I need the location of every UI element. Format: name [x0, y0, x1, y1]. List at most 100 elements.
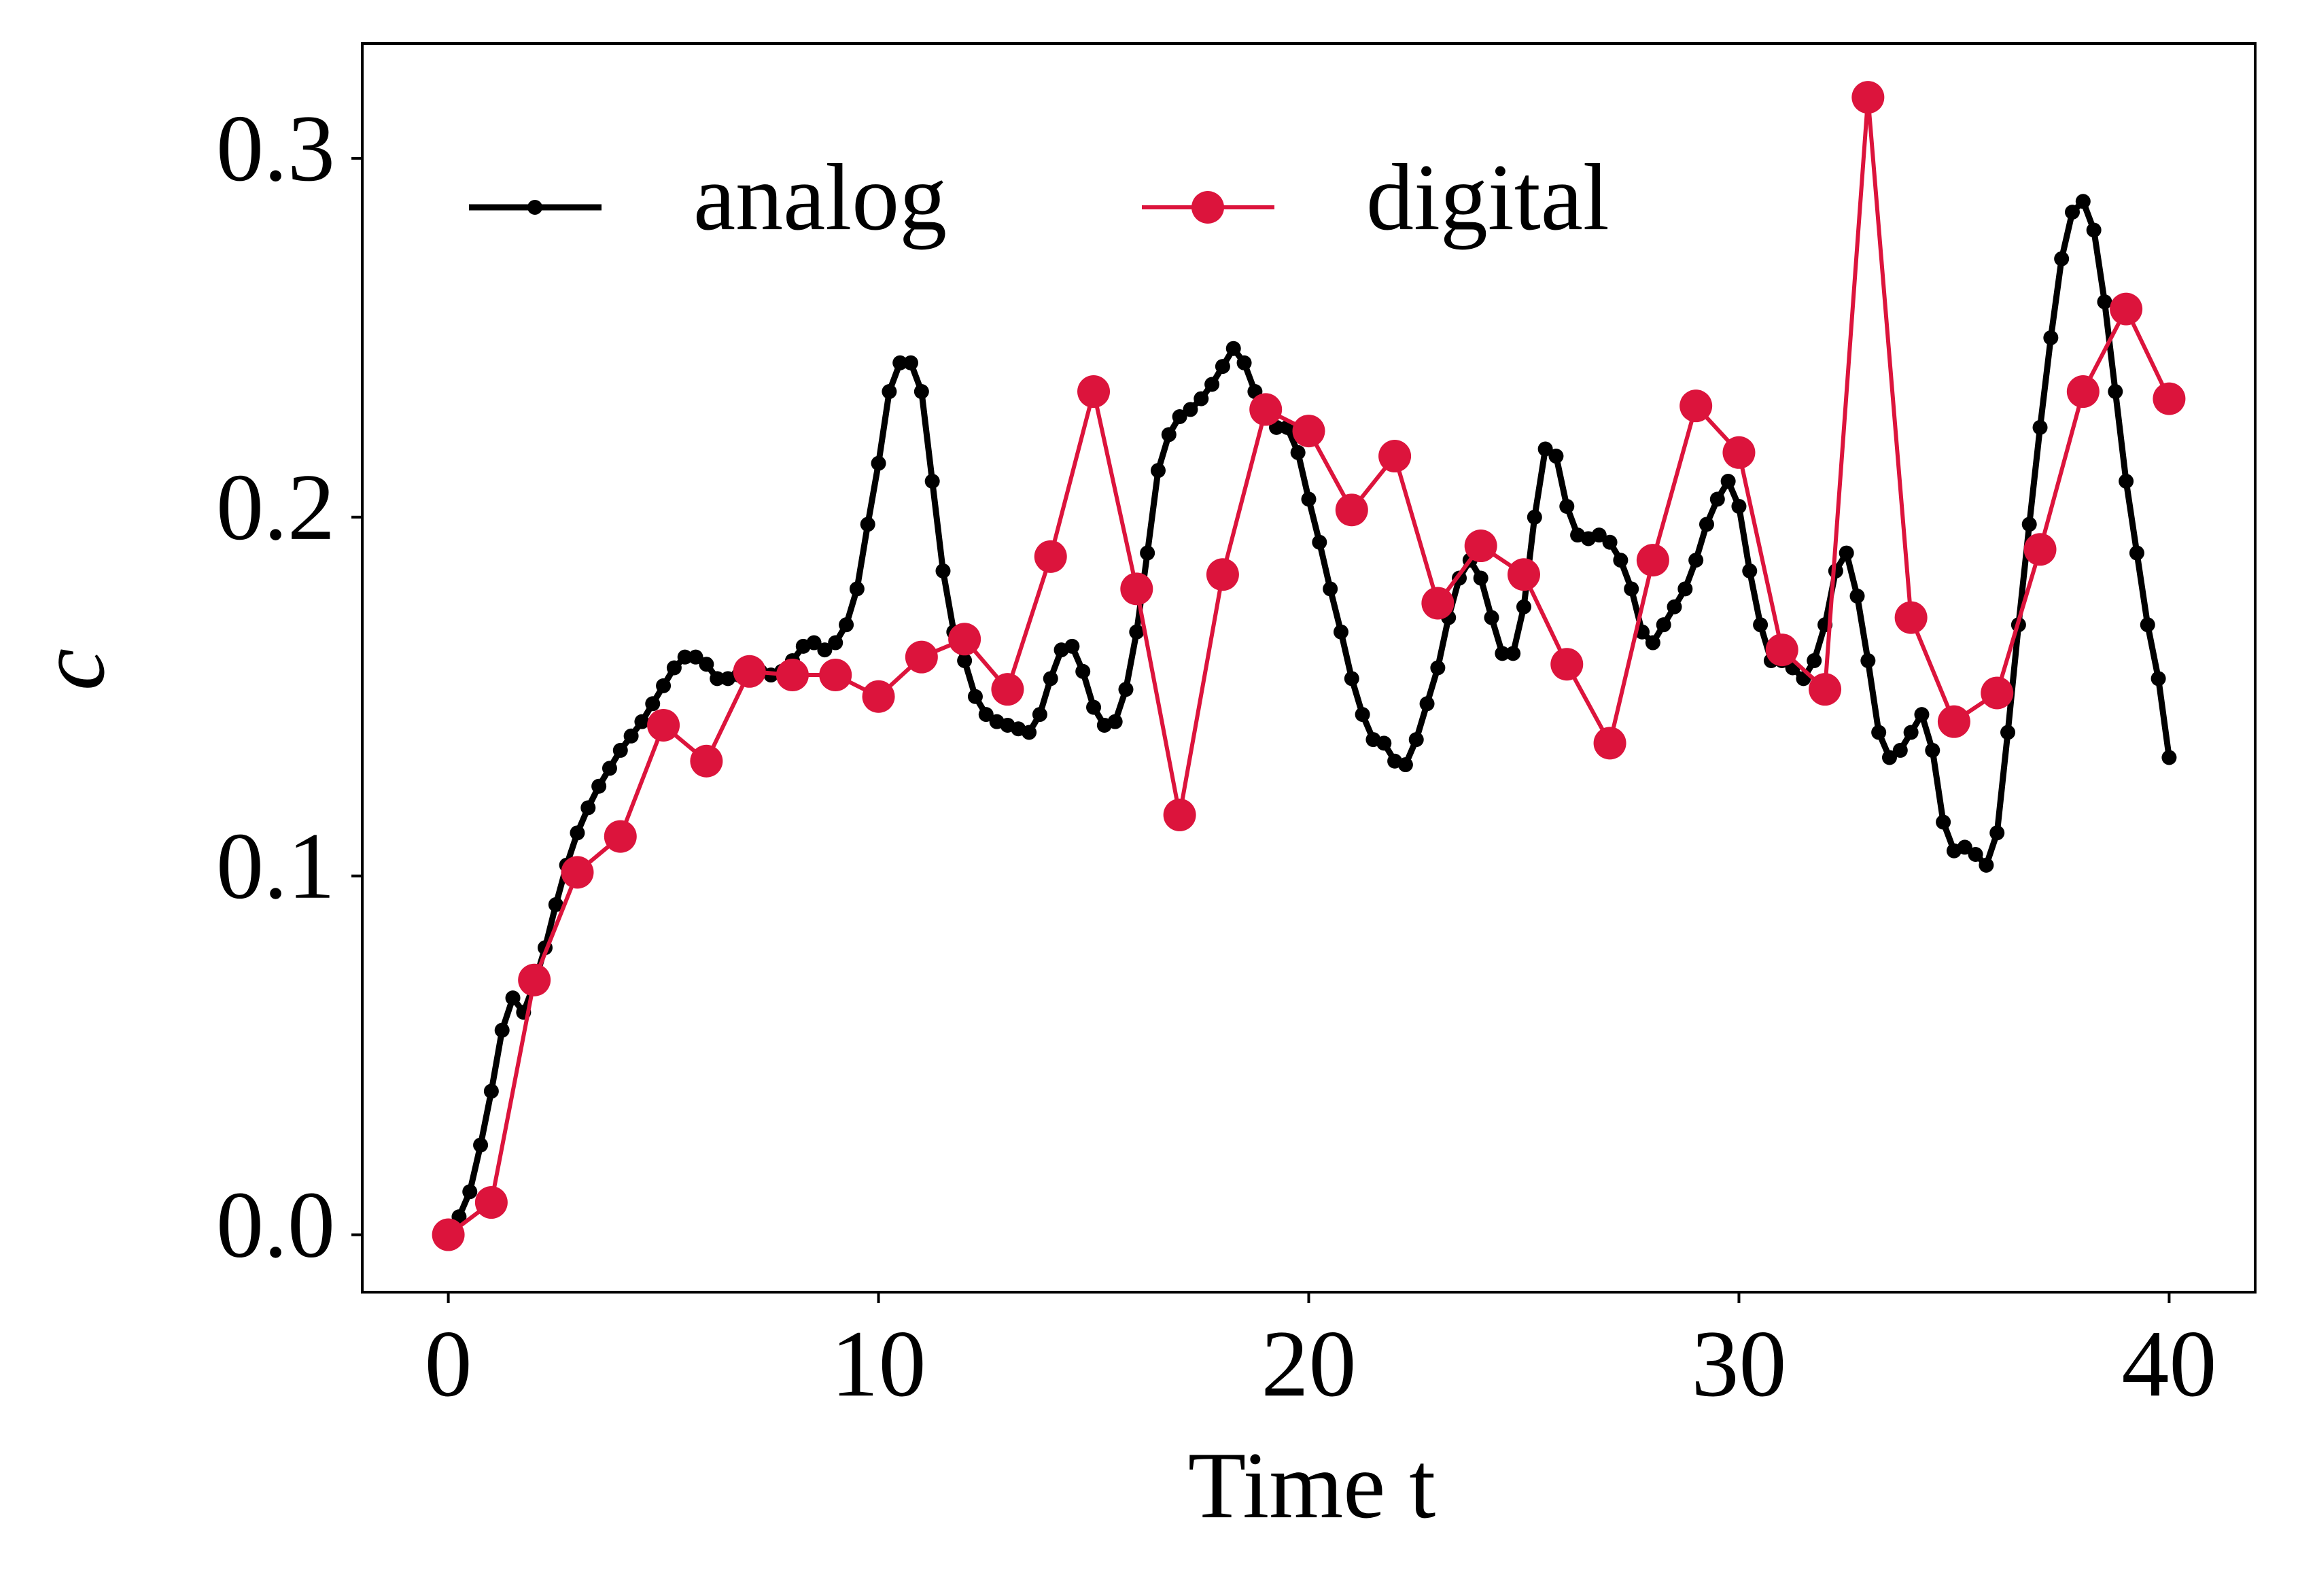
data-point: [957, 653, 973, 668]
data-point: [817, 642, 833, 658]
data-point: [690, 744, 723, 778]
data-point: [2021, 517, 2037, 532]
data-point: [1172, 409, 1187, 424]
y-tick-label: 0.1: [216, 814, 335, 919]
legend-label: digital: [1366, 145, 1609, 250]
data-point: [1507, 558, 1540, 591]
data-point: [1979, 857, 1994, 873]
data-point: [561, 856, 594, 889]
data-point: [1323, 581, 1338, 597]
data-point: [2054, 251, 2070, 266]
data-point: [1937, 705, 1970, 738]
data-point: [849, 581, 865, 597]
data-point: [1981, 676, 2014, 710]
data-point: [1075, 663, 1091, 679]
data-point: [1765, 634, 1798, 667]
data-point: [1378, 440, 1412, 473]
data-point: [935, 563, 951, 578]
data-point: [1742, 563, 1758, 578]
data-point: [1688, 553, 1704, 568]
data-point: [1430, 660, 1446, 676]
data-point: [1722, 436, 1756, 469]
data-point: [948, 623, 981, 656]
data-point: [2110, 292, 2143, 326]
data-point: [1851, 81, 1885, 114]
data-point: [1034, 540, 1067, 573]
data-point: [1613, 553, 1629, 568]
data-point: [2075, 194, 2091, 209]
data-point: [1064, 638, 1080, 654]
series-line: [445, 198, 2172, 1236]
data-point: [1120, 572, 1153, 606]
data-point: [1807, 653, 1822, 668]
data-point: [1709, 491, 1725, 507]
data-point: [1301, 491, 1317, 507]
data-point: [2161, 750, 2177, 765]
data-point: [924, 474, 940, 489]
data-point: [862, 680, 895, 713]
data-point: [806, 635, 822, 650]
data-point: [494, 1022, 510, 1038]
data-point: [1731, 498, 1747, 514]
data-point: [2066, 375, 2100, 409]
data-point: [1849, 588, 1865, 604]
y-axis-label: c: [19, 648, 124, 691]
data-point: [1107, 714, 1123, 729]
data-point: [473, 1137, 489, 1153]
data-point: [1204, 377, 1220, 392]
data-point: [1871, 725, 1887, 740]
data-point: [1163, 798, 1196, 831]
data-point: [483, 1083, 499, 1099]
data-point: [1032, 707, 1047, 723]
data-point: [2129, 545, 2144, 561]
data-point: [656, 678, 672, 693]
x-tick-label: 30: [1691, 1311, 1786, 1417]
data-point: [1225, 341, 1241, 356]
data-point: [1957, 839, 1972, 855]
data-point: [882, 384, 897, 400]
data-point: [1355, 707, 1370, 723]
data-point: [666, 660, 682, 676]
data-point: [1667, 599, 1682, 614]
data-point: [1677, 581, 1693, 597]
data-point: [1421, 587, 1455, 620]
data-point: [1925, 742, 1940, 758]
data-point: [1290, 445, 1306, 460]
x-axis-label: Time t: [1188, 1433, 1436, 1538]
data-point: [2119, 474, 2134, 489]
data-point: [978, 707, 994, 723]
plot-frame: [361, 42, 2257, 1294]
data-point: [1892, 742, 1908, 758]
data-point: [1656, 617, 1671, 633]
legend-marker: [527, 200, 542, 215]
data-point: [1495, 646, 1510, 661]
data-point: [462, 1184, 478, 1200]
data-point: [1809, 673, 1842, 706]
data-point: [1602, 534, 1618, 550]
data-point: [1720, 474, 1736, 489]
data-point: [1989, 825, 2005, 841]
y-tick-label: 0.2: [216, 455, 335, 560]
data-point: [1881, 750, 1897, 765]
data-point: [1679, 389, 1713, 423]
data-point: [2140, 617, 2155, 633]
data-point: [1419, 696, 1435, 712]
data-point: [2108, 384, 2123, 400]
data-point: [1537, 441, 1553, 457]
data-point: [967, 689, 983, 704]
data-point: [505, 990, 521, 1006]
data-point: [1473, 570, 1489, 586]
data-point: [1559, 498, 1575, 514]
data-point: [1505, 646, 1521, 661]
data-point: [871, 455, 886, 471]
legend-label: analog: [693, 145, 947, 250]
data-point: [1548, 449, 1564, 464]
data-point: [1161, 427, 1177, 443]
data-point: [1150, 463, 1166, 479]
x-tick-label: 40: [2121, 1311, 2216, 1417]
x-tick-label: 0: [425, 1311, 472, 1417]
data-point: [1344, 671, 1359, 687]
data-point: [892, 355, 908, 370]
